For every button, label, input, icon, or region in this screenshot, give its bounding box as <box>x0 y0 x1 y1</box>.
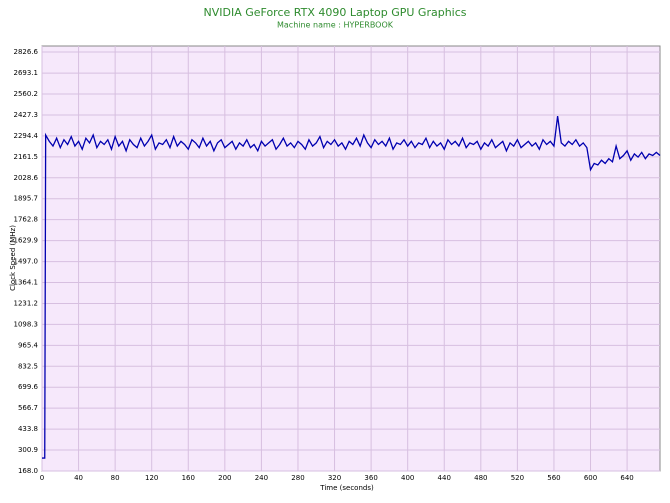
y-tick-label: 2693.1 <box>14 69 39 77</box>
y-tick-label: 1364.1 <box>14 279 39 287</box>
y-tick-label: 2294.4 <box>14 132 39 140</box>
x-tick-label: 640 <box>620 474 633 482</box>
data-line <box>42 116 661 459</box>
x-tick-label: 600 <box>584 474 597 482</box>
x-tick-label: 560 <box>547 474 560 482</box>
y-tick-label: 1629.9 <box>14 237 39 245</box>
y-tick-label: 699.6 <box>18 383 39 391</box>
x-tick-label: 320 <box>328 474 341 482</box>
y-tick-label: 168.0 <box>18 467 38 475</box>
y-tick-label: 1231.2 <box>14 299 39 307</box>
x-tick-label: 80 <box>111 474 120 482</box>
y-tick-label: 300.9 <box>18 446 38 454</box>
x-tick-label: 480 <box>474 474 487 482</box>
x-tick-label: 440 <box>438 474 451 482</box>
y-tick-label: 2161.5 <box>14 153 39 161</box>
y-tick-label: 832.5 <box>18 362 38 370</box>
chart-title: NVIDIA GeForce RTX 4090 Laptop GPU Graph… <box>203 6 466 19</box>
y-tick-label: 2028.6 <box>14 174 39 182</box>
y-tick-label: 2826.6 <box>14 48 39 56</box>
y-tick-label: 1895.7 <box>14 195 39 203</box>
y-tick-label: 2427.3 <box>14 111 39 119</box>
x-tick-label: 240 <box>255 474 268 482</box>
y-tick-label: 1762.8 <box>14 216 39 224</box>
plot-area <box>41 45 661 472</box>
y-axis-label: Clock Speed (MHz) <box>9 225 17 291</box>
x-tick-label: 360 <box>364 474 377 482</box>
y-tick-label: 965.4 <box>18 341 39 349</box>
y-tick-label: 1497.0 <box>14 258 39 266</box>
x-tick-label: 520 <box>511 474 524 482</box>
x-tick-label: 280 <box>291 474 304 482</box>
y-tick-label: 2560.2 <box>14 90 39 98</box>
x-tick-label: 120 <box>145 474 158 482</box>
y-tick-label: 433.8 <box>18 425 38 433</box>
x-tick-label: 200 <box>218 474 231 482</box>
x-axis-label: Time (seconds) <box>319 484 374 492</box>
x-tick-label: 0 <box>40 474 44 482</box>
x-tick-label: 160 <box>182 474 195 482</box>
y-tick-label: 1098.3 <box>14 320 39 328</box>
y-tick-label: 566.7 <box>18 404 38 412</box>
chart-subtitle: Machine name : HYPERBOOK <box>277 21 394 30</box>
x-tick-label: 400 <box>401 474 414 482</box>
x-tick-label: 40 <box>74 474 83 482</box>
